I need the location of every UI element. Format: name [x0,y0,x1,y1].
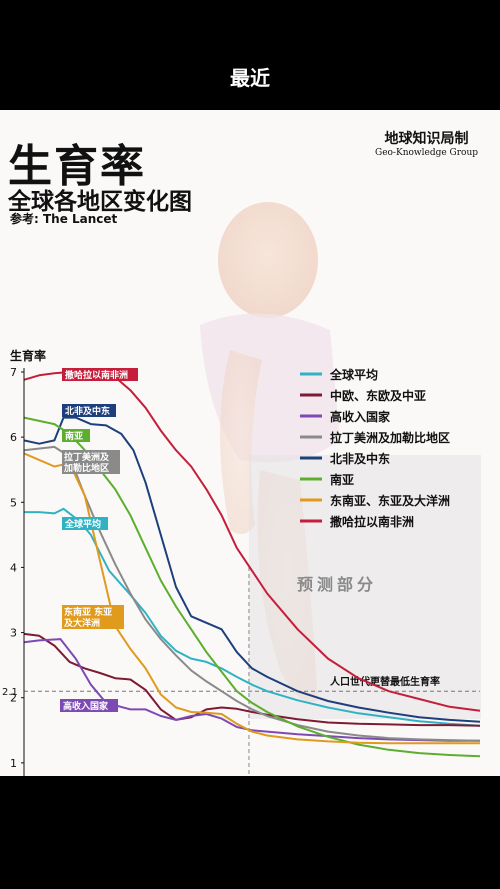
chart-axes: 生育率0123456719501960197019801990200020102… [10,348,46,776]
series-line-5 [23,416,481,723]
infographic-subtitle: 全球各地区变化图 [8,189,192,215]
y-tick-label: 5 [10,496,17,509]
side-label-text-7: 东南亚 东亚 [64,606,112,618]
legend-label-8: 撒哈拉以南非洲 [330,514,414,529]
y-tick-label: 3 [10,627,17,640]
side-label-box-4 [62,450,120,474]
legend-label-1: 全球平均 [329,367,378,382]
chart-legend: 全球平均中欧、东欧及中亚高收入国家拉丁美洲及加勒比地区北非及中东南亚东南亚、东亚… [300,367,450,529]
page-title: 最近 [230,66,270,90]
legend-label-7: 东南亚、东亚及大洋洲 [330,493,450,508]
top-bar: 最近 [0,0,500,110]
y-tick-label: 2 [10,692,17,705]
series-line-7 [23,452,480,745]
side-label-box-8 [62,368,138,381]
brand-name-en: Geo-Knowledge Group [375,148,478,158]
forecast-label: 预测部分 [297,575,377,594]
legend-label-5: 北非及中东 [330,451,390,466]
replacement-level-label: 人口世代更替最低生育率 [330,675,440,688]
replacement-level-tick: 2.1 [2,687,18,698]
y-tick-label: 1 [10,757,17,770]
side-label-box-7 [62,605,124,629]
y-tick-label: 6 [10,431,17,444]
legend-label-6: 南亚 [330,472,354,487]
side-label-text-8: 撒哈拉以南非洲 [65,369,128,381]
series-line-8 [23,369,481,712]
infographic-card: 生育率 全球各地区变化图 参考: The Lancet 地球知识局制 Geo-K… [0,110,500,776]
series-line-3 [23,638,480,742]
brand-logo: 地球知识局制 Geo-Knowledge Group [375,128,478,158]
side-label-text-3: 高收入国家 [63,700,109,712]
reference-note: 参考: The Lancet [10,212,118,226]
side-label-text-5: 北非及中东 [65,405,110,417]
infographic-title: 生育率 [8,141,146,192]
side-label-box-3 [60,699,118,712]
side-label-text2-4: 加勒比地区 [63,462,109,474]
baby-head [218,202,318,318]
forecast-region [249,455,481,719]
chart-series [23,369,481,758]
legend-label-3: 高收入国家 [330,409,391,424]
side-label-text-1: 全球平均 [64,518,101,530]
side-label-box-6 [62,429,90,442]
y-tick-label: 7 [10,366,17,379]
side-label-text-6: 南亚 [65,430,83,442]
side-label-box-1 [62,517,108,530]
side-label-text2-7: 及大洋洲 [64,617,100,629]
series-line-6 [23,416,481,758]
baby-photo-background [200,202,481,719]
brand-name-cn: 地球知识局制 [384,131,469,147]
side-label-box-5 [62,404,116,417]
legend-label-4: 拉丁美洲及加勒比地区 [330,430,450,445]
bottom-bar [0,776,500,889]
y-axis-title: 生育率 [10,348,46,363]
y-tick-label: 4 [10,561,17,574]
side-label-text-4: 拉丁美洲及 [64,451,110,463]
legend-label-2: 中欧、东欧及中亚 [330,388,426,403]
